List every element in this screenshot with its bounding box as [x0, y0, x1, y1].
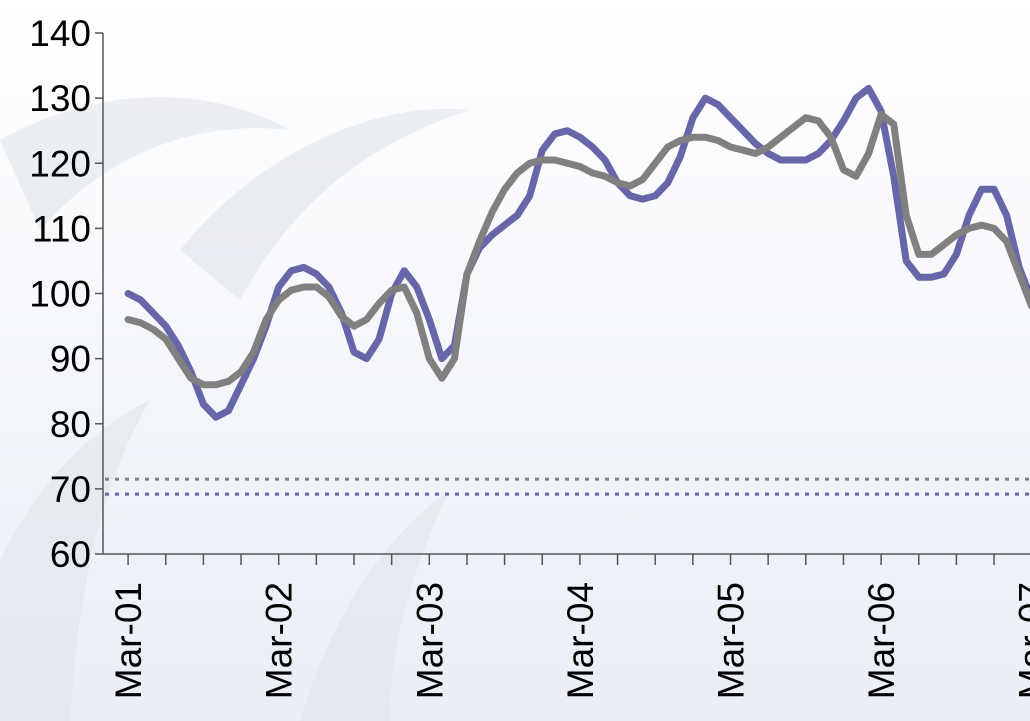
- x-tick-label: Mar-03: [409, 582, 450, 699]
- y-tick-label: 60: [50, 534, 91, 575]
- y-tick-label: 80: [50, 404, 91, 445]
- x-tick-label: Mar-05: [711, 582, 752, 699]
- y-tick-label: 70: [50, 469, 91, 510]
- y-tick-label: 110: [32, 208, 91, 249]
- y-tick-label: 140: [29, 13, 91, 54]
- y-tick-label: 120: [29, 143, 91, 184]
- series-layer: [124, 84, 1030, 421]
- x-tick-label: Mar-01: [108, 582, 149, 699]
- background-watermark: [0, 97, 470, 721]
- y-tick-label: 90: [50, 339, 91, 380]
- y-tick-label: 130: [29, 78, 91, 119]
- series-line-2: [124, 110, 1030, 389]
- x-tick-label: Mar-06: [861, 582, 902, 699]
- x-tick-label: Mar-04: [560, 582, 601, 699]
- y-tick-label: 100: [29, 274, 91, 315]
- y-axis-ticks: 60 70 80 90 100 110 120 130 140: [29, 13, 103, 575]
- reference-lines: [105, 477, 1030, 496]
- x-tick-label: Mar-02: [259, 582, 300, 699]
- x-tick-label: Mar-07: [1012, 582, 1030, 699]
- x-axis-ticks: Mar-01 Mar-02 Mar-03 Mar-04 Mar-05 Mar-06 Mar-…: [108, 554, 1030, 699]
